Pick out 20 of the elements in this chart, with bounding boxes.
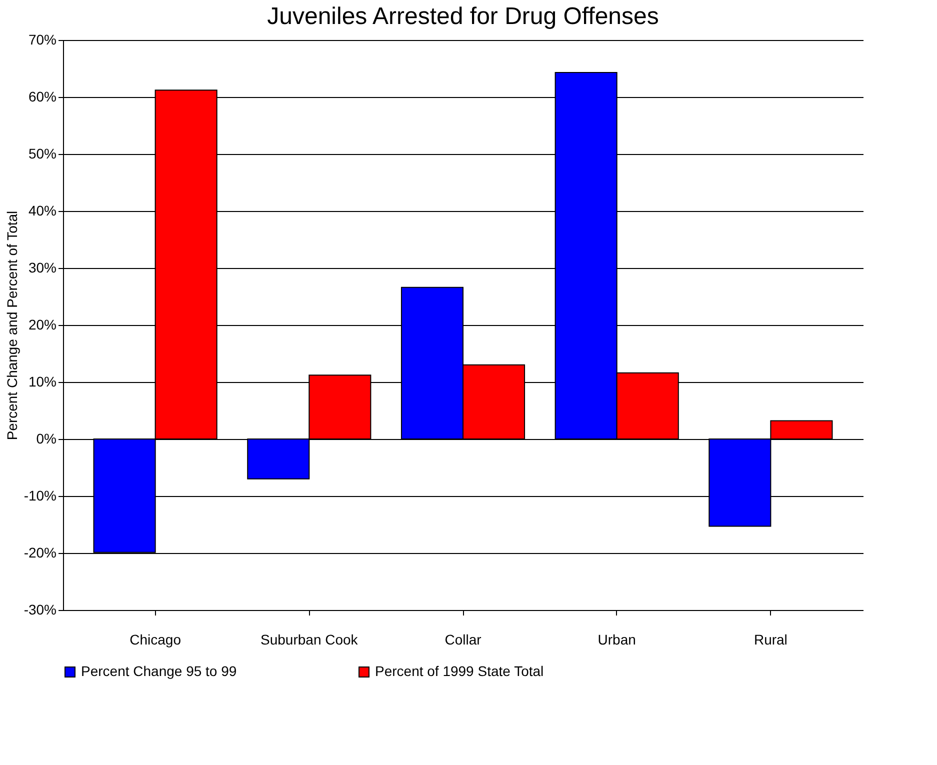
y-tick-label: 40%: [28, 202, 56, 218]
y-axis-title: Percent Change and Percent of Total: [4, 210, 20, 440]
y-tick-label: -30%: [24, 602, 56, 618]
y-tick-label: 60%: [28, 88, 56, 104]
x-tick-label: Rural: [754, 632, 788, 648]
x-tick-label: Chicago: [130, 632, 182, 648]
y-tick-label: 30%: [28, 260, 56, 276]
y-tick-label: -10%: [24, 488, 56, 504]
x-tick-label: Suburban Cook: [260, 632, 359, 648]
y-tick-label: 50%: [28, 146, 56, 162]
legend-label: Percent of 1999 State Total: [375, 663, 544, 679]
y-tick-label: 20%: [28, 316, 56, 332]
y-tick-label: 70%: [28, 32, 56, 48]
x-tick-label: Urban: [598, 632, 636, 648]
chart-title: Juveniles Arrested for Drug Offenses: [267, 3, 659, 30]
y-tick-label: 10%: [28, 374, 56, 390]
y-tick-label: -20%: [24, 544, 56, 560]
legend-label: Percent Change 95 to 99: [81, 663, 237, 679]
x-tick-label: Collar: [444, 632, 482, 648]
y-tick-label: 0%: [36, 430, 56, 446]
